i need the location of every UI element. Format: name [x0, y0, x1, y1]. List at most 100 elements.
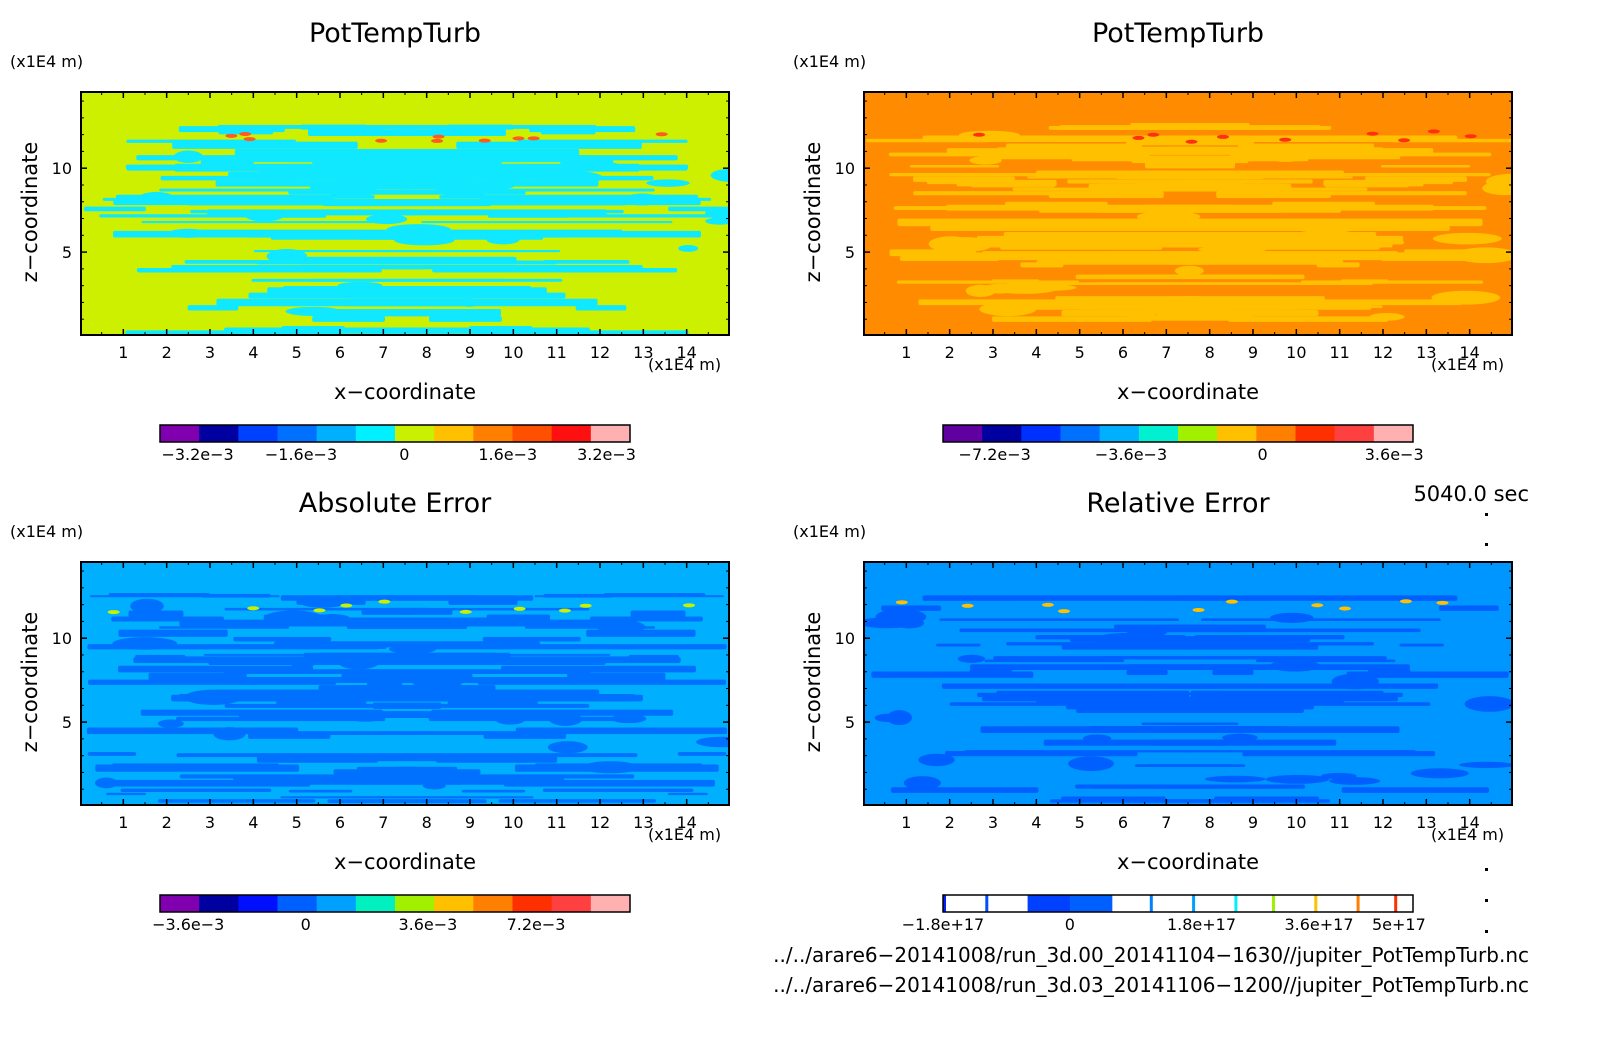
- field-band: [1323, 179, 1424, 187]
- x-tick-label: 12: [590, 813, 610, 832]
- colorbar-swatch: [1099, 425, 1140, 442]
- field-band: [288, 789, 353, 793]
- field-accent: [1041, 602, 1054, 607]
- field-band: [1152, 739, 1337, 746]
- field-band: [384, 607, 590, 611]
- x-tick-label: 3: [205, 343, 215, 362]
- field-blob: [487, 176, 517, 190]
- colorbar-swatch: [473, 425, 513, 442]
- field-blob: [213, 727, 246, 741]
- field-band: [312, 315, 385, 322]
- field-band: [1216, 191, 1332, 199]
- field-band: [405, 653, 611, 656]
- x-tick-label: 13: [633, 343, 653, 362]
- field-blob: [458, 298, 480, 307]
- colorbar-tick-label: 1.8e+17: [1167, 915, 1236, 934]
- colorbar-line: [1149, 895, 1153, 912]
- field-band: [297, 256, 515, 265]
- field-blob: [386, 224, 451, 236]
- y-tick-label: 10: [835, 159, 855, 178]
- field-accent: [1147, 132, 1160, 137]
- field-band: [1110, 699, 1162, 706]
- colorbar: −3.2e−3 −1.6e−3 0 1.6e−3 3.2e−3: [159, 424, 636, 464]
- field-blob: [958, 130, 1020, 140]
- x-tick-label: 14: [676, 343, 696, 362]
- field-band: [228, 171, 496, 179]
- x-tick-label: 5: [292, 343, 302, 362]
- x-tick-label: 10: [1286, 813, 1306, 832]
- colorbar-swatch: [238, 895, 278, 912]
- field-blob: [928, 236, 973, 252]
- colorbar-swatch: [551, 895, 592, 912]
- field-band: [120, 788, 272, 793]
- field-band: [1262, 595, 1372, 599]
- x-unit-label: (x1E4 m): [1431, 355, 1505, 374]
- field-accent: [1338, 606, 1351, 611]
- field-band: [201, 593, 271, 598]
- field-accent: [1399, 599, 1412, 604]
- field-band: [964, 221, 1241, 228]
- field-blob: [1222, 733, 1258, 742]
- field-band: [456, 141, 642, 149]
- field-blob: [489, 165, 517, 175]
- x-tick-label: 2: [945, 343, 955, 362]
- field-blob: [1270, 612, 1314, 623]
- colorbar-line: [1234, 895, 1238, 912]
- x-unit-label: (x1E4 m): [648, 355, 722, 374]
- field-band: [1103, 274, 1242, 279]
- field-band: [501, 665, 696, 673]
- colorbar-swatch: [434, 425, 474, 442]
- x-tick-label: 3: [988, 343, 998, 362]
- colorbar-swatch: [590, 895, 631, 912]
- field-band: [401, 609, 453, 615]
- field-blob: [549, 712, 583, 726]
- field-band: [111, 616, 224, 622]
- x-axis-label: x−coordinate: [1116, 380, 1260, 404]
- field-accent: [243, 137, 256, 142]
- field-band: [1005, 143, 1143, 152]
- y-tick-label: 5: [845, 243, 855, 262]
- field-band: [1036, 259, 1212, 265]
- colorbar-tick-label: −7.2e−3: [959, 445, 1031, 464]
- field-band: [984, 659, 1125, 663]
- field-blob: [422, 782, 446, 790]
- field-blob: [139, 191, 173, 203]
- y-tick-label: 5: [62, 713, 72, 732]
- colorbar-line: [943, 895, 946, 912]
- field-band: [148, 672, 247, 681]
- field-band: [1127, 664, 1410, 670]
- colorbar-tick-label: 3.6e−3: [1365, 445, 1424, 464]
- colorbar-tick-label: 3.6e−3: [398, 915, 457, 934]
- field-band: [1175, 722, 1239, 726]
- field-blob: [244, 210, 284, 222]
- field-band: [1172, 187, 1368, 191]
- field-band: [436, 755, 558, 763]
- field-band: [1380, 164, 1471, 168]
- colorbar-tick-label: −1.6e−3: [265, 445, 337, 464]
- field-accent: [512, 136, 525, 141]
- field-blob: [184, 689, 243, 705]
- heatmap-area: [80, 91, 730, 336]
- field-accent: [972, 132, 985, 137]
- field-band: [469, 325, 533, 331]
- y-tick-label: 10: [835, 629, 855, 648]
- colorbar-line: [1314, 895, 1318, 912]
- field-accent: [313, 608, 326, 613]
- field-band: [88, 679, 337, 685]
- field-band: [178, 126, 285, 133]
- y-tick-label: 10: [52, 629, 72, 648]
- field-band: [276, 700, 367, 707]
- field-band: [1067, 179, 1255, 184]
- colorbar-swatch: [943, 425, 983, 442]
- field-blob: [903, 776, 941, 790]
- field-band: [959, 628, 1246, 633]
- y-axis-label: z−coordinate: [18, 611, 42, 753]
- x-tick-label: 14: [1459, 813, 1479, 832]
- field-blob: [347, 712, 385, 722]
- colorbar-swatch: [395, 895, 435, 912]
- field-band: [1108, 251, 1398, 256]
- field-band: [118, 629, 228, 637]
- field-band: [1048, 126, 1199, 130]
